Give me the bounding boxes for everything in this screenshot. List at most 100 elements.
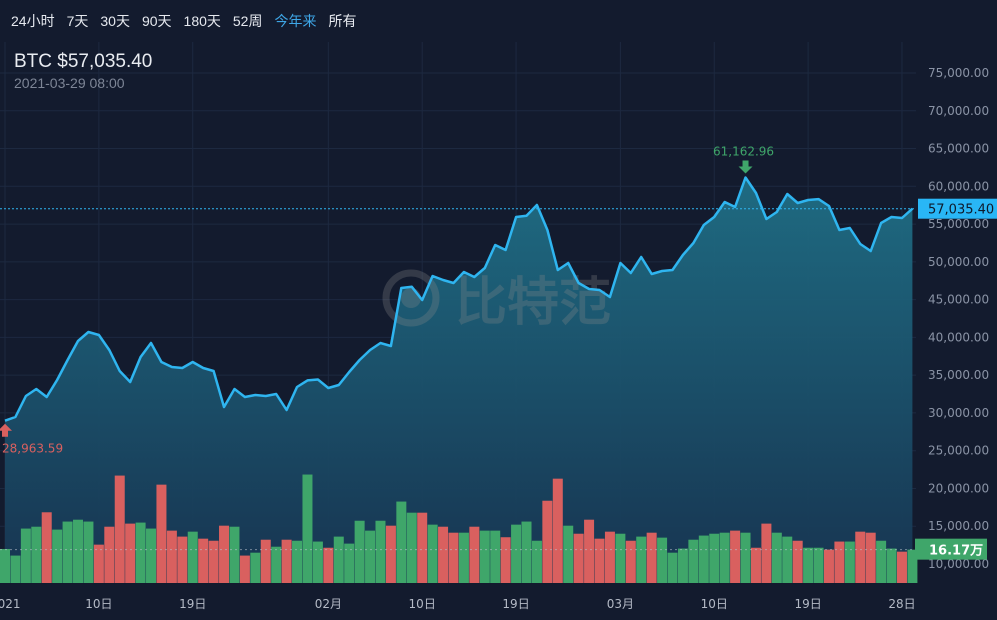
volume-bar <box>396 501 407 583</box>
volume-bar <box>761 523 772 583</box>
volume-bar <box>438 526 449 583</box>
y-tick-label: 30,000.00 <box>928 406 989 420</box>
volume-bar <box>730 530 741 583</box>
x-tick-label: 02月 <box>315 597 342 611</box>
volume-bar <box>385 525 396 583</box>
volume-bar <box>657 537 668 583</box>
volume-bar <box>552 478 563 583</box>
tab-3[interactable]: 90天 <box>141 13 172 29</box>
volume-bar <box>219 525 230 583</box>
volume-bar <box>542 500 553 583</box>
max-price-label: 61,162.96 <box>713 145 774 159</box>
tab-0[interactable]: 24小时 <box>11 13 55 29</box>
volume-bar <box>604 531 615 583</box>
volume-bar <box>803 547 814 583</box>
volume-bar <box>719 532 730 583</box>
volume-bar <box>344 543 355 583</box>
volume-bar <box>677 548 688 583</box>
x-tick-label: 19日 <box>794 597 821 611</box>
volume-bar <box>62 521 73 583</box>
volume-bar <box>813 547 824 583</box>
volume-bar <box>865 532 876 583</box>
volume-bar <box>782 536 793 583</box>
price-line <box>4 176 914 422</box>
volume-bar <box>260 539 271 583</box>
volume-bar <box>146 528 157 583</box>
volume-bar <box>876 540 887 583</box>
x-tick-label: 10日 <box>701 597 728 611</box>
y-tick-label: 40,000.00 <box>928 330 989 344</box>
tab-5[interactable]: 52周 <box>232 13 263 29</box>
volume-bar <box>615 533 626 583</box>
last-price-badge <box>918 198 997 219</box>
x-tick-label: 10日 <box>85 597 112 611</box>
x-tick-label: 19日 <box>179 597 206 611</box>
volume-bar <box>250 552 261 583</box>
current-price-title: BTC $57,035.40 <box>14 51 153 72</box>
volume-bar <box>406 512 417 583</box>
volume-bar <box>73 519 84 583</box>
volume-bar <box>417 512 428 583</box>
tab-4[interactable]: 180天 <box>183 13 221 29</box>
volume-bar <box>166 530 177 583</box>
volume-bar <box>156 484 167 583</box>
price-timestamp: 2021-03-29 08:00 <box>14 75 125 91</box>
volume-bar <box>187 531 198 583</box>
last-price-label: 57,035.40 <box>928 203 994 218</box>
volume-bar <box>584 519 595 583</box>
volume-bar <box>229 526 240 583</box>
volume-bar <box>312 541 323 583</box>
y-tick-label: 50,000.00 <box>928 255 989 269</box>
y-tick-label: 25,000.00 <box>928 444 989 458</box>
volume-bar <box>490 530 501 583</box>
max-arrow-icon <box>738 160 753 174</box>
volume-bar <box>323 547 334 583</box>
last-volume-label: 16.17万 <box>929 544 983 559</box>
price-area <box>5 177 913 583</box>
tab-7[interactable]: 所有 <box>328 13 357 29</box>
min-arrow-icon <box>0 423 12 437</box>
volume-bar <box>886 548 897 583</box>
volume-bar <box>10 555 21 583</box>
x-tick-label: 03月 <box>607 597 634 611</box>
volume-bar <box>83 521 94 583</box>
volume-bar <box>354 520 365 583</box>
volume-bar <box>625 540 636 583</box>
volume-bar <box>271 546 282 583</box>
tab-2[interactable]: 30天 <box>100 13 130 29</box>
volume-bar <box>125 523 136 583</box>
volume-bar <box>531 540 542 583</box>
y-tick-label: 15,000.00 <box>928 519 989 533</box>
volume-bar <box>594 538 605 583</box>
volume-bar <box>896 551 907 583</box>
watermark-logo: 比特范 <box>382 269 611 333</box>
volume-bar <box>740 532 751 583</box>
volume-bar <box>709 533 720 583</box>
volume-bar <box>469 526 480 583</box>
x-tick-label: 2021 <box>0 597 21 611</box>
volume-bar <box>667 552 678 583</box>
volume-bar <box>281 539 292 583</box>
y-tick-label: 10,000.00 <box>928 557 989 571</box>
volume-bar <box>479 530 490 583</box>
volume-bar <box>208 540 219 583</box>
volume-bar <box>52 529 63 583</box>
volume-bar <box>823 549 834 583</box>
volume-bar <box>20 528 31 583</box>
tab-6[interactable]: 今年来 <box>274 13 317 29</box>
last-volume-badge <box>915 538 987 560</box>
volume-bar <box>573 533 584 583</box>
volume-bar <box>177 536 188 583</box>
tab-1[interactable]: 7天 <box>66 13 89 29</box>
y-tick-label: 60,000.00 <box>928 179 989 193</box>
min-price-label: 28,963.59 <box>2 442 63 456</box>
y-tick-label: 75,000.00 <box>928 66 989 80</box>
volume-bar <box>844 541 855 583</box>
volume-bar <box>792 540 803 583</box>
y-tick-label: 45,000.00 <box>928 293 989 307</box>
volume-bar <box>104 526 115 583</box>
y-tick-label: 70,000.00 <box>928 104 989 118</box>
volume-bar <box>750 547 761 583</box>
volume-bar <box>41 512 52 583</box>
